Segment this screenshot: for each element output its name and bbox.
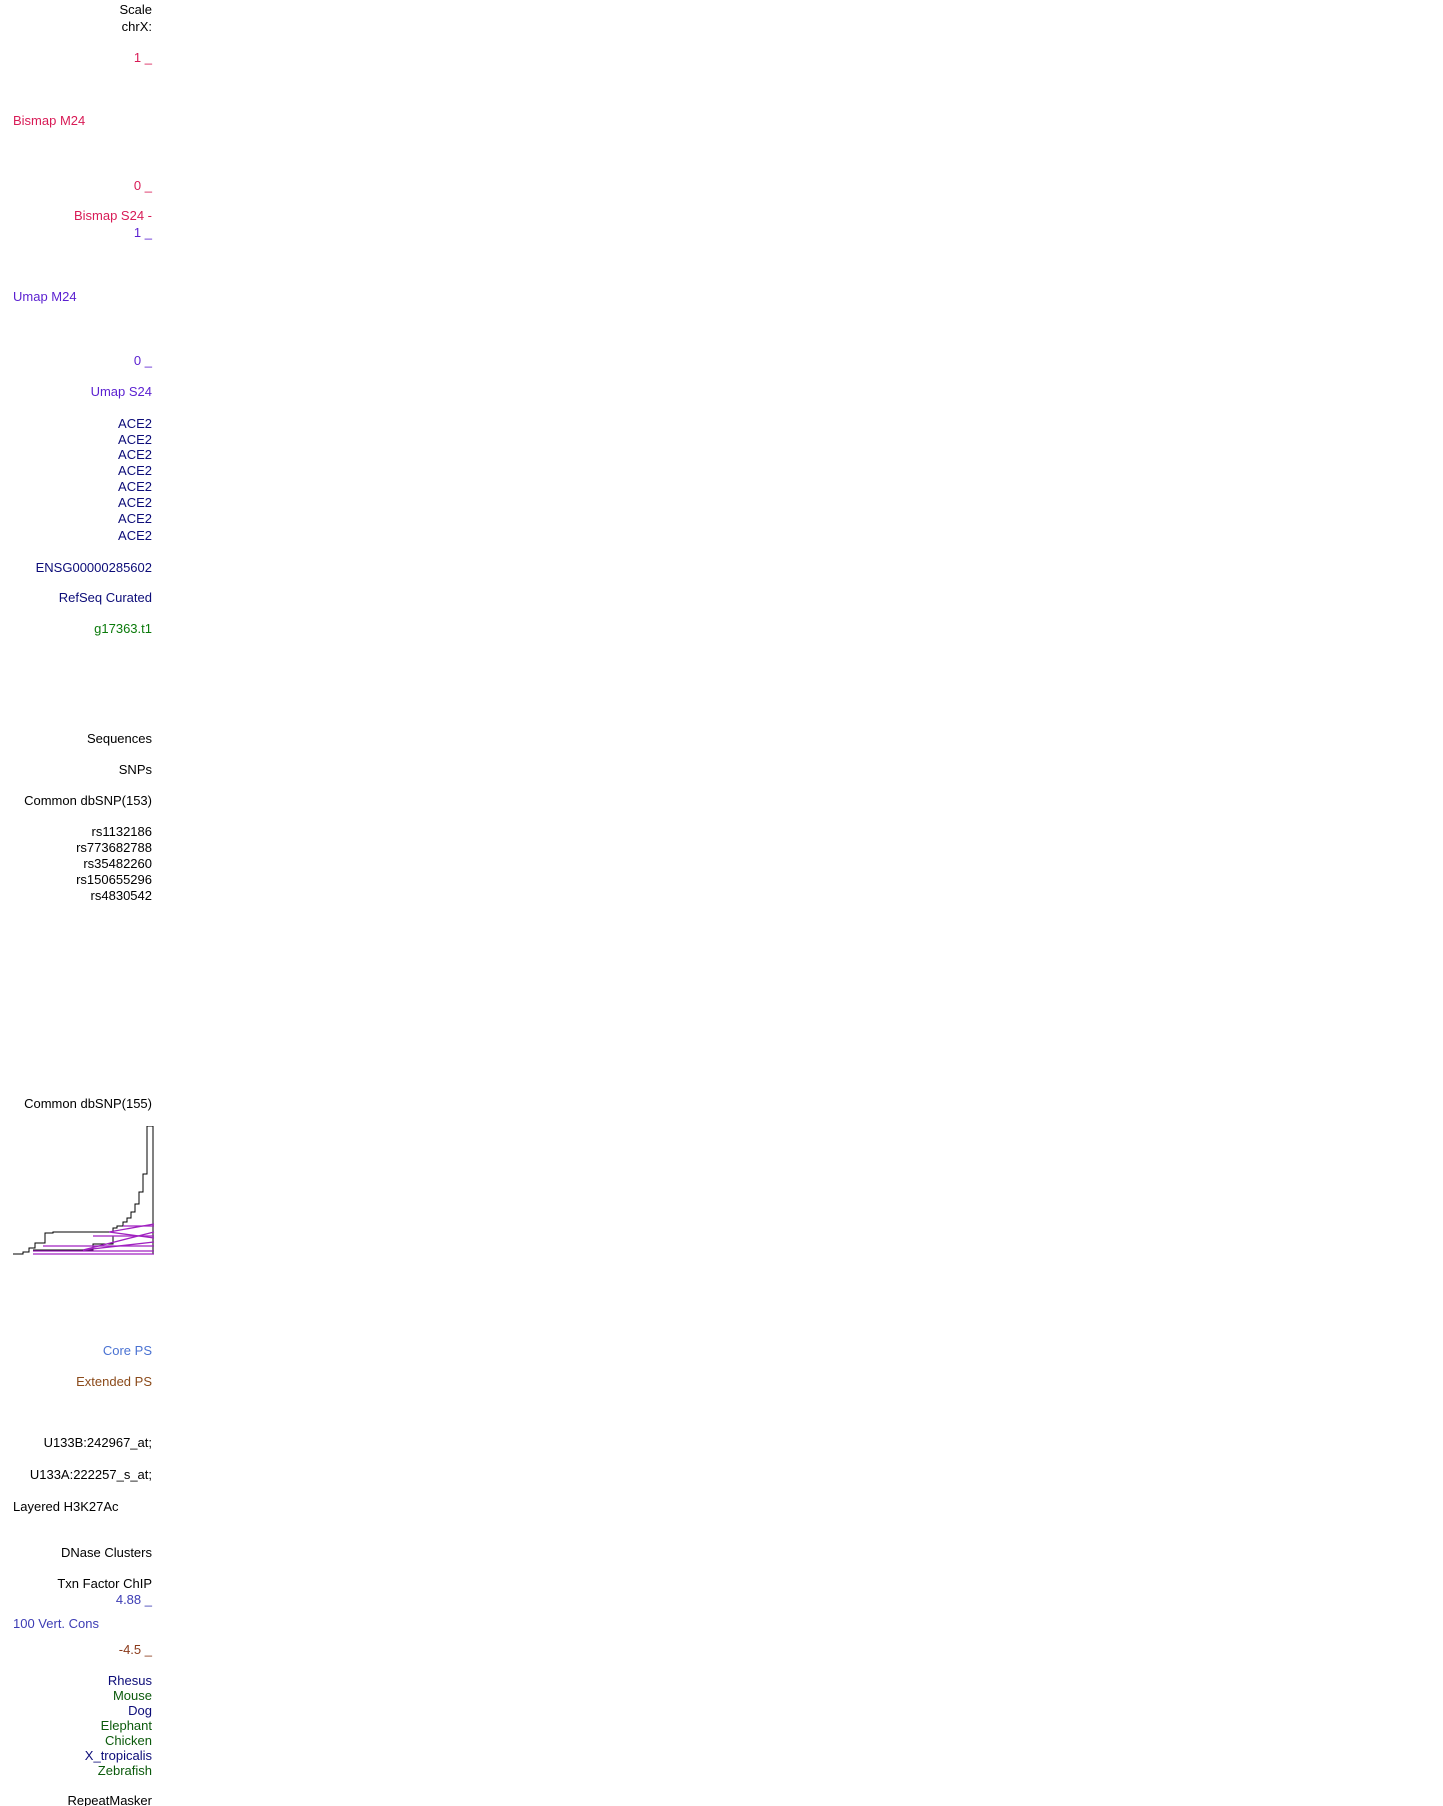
track-label[interactable]: Layered H3K27Ac (13, 1499, 119, 1514)
track-label[interactable]: Dog (128, 1703, 152, 1718)
track-label[interactable]: Umap S24 (90, 384, 152, 399)
track-label[interactable]: 100 Vert. Cons (13, 1616, 99, 1631)
track-label[interactable]: Elephant (100, 1718, 152, 1733)
track-label[interactable]: Sequences (86, 731, 152, 746)
track-label[interactable]: ACE2 (118, 479, 152, 494)
track-label[interactable]: ACE2 (118, 432, 152, 447)
track-label[interactable]: Extended PS (76, 1374, 152, 1389)
track-label[interactable]: U133A:222257_s_at; (29, 1467, 152, 1482)
track-label[interactable]: rs4830542 (90, 888, 152, 903)
track-label[interactable]: ACE2 (118, 463, 152, 478)
track-label[interactable]: rs150655296 (76, 872, 152, 887)
track-label[interactable]: RefSeq Curated (58, 590, 152, 605)
track-label[interactable]: ACE2 (118, 416, 152, 431)
track-label[interactable]: Rhesus (107, 1673, 152, 1688)
track-label[interactable]: ACE2 (118, 447, 152, 462)
track-label[interactable]: 0 _ (133, 178, 152, 193)
track-label[interactable]: DNase Clusters (60, 1545, 152, 1560)
track-label[interactable]: rs35482260 (83, 856, 152, 871)
track-label[interactable]: 1 _ (133, 50, 152, 65)
track-label[interactable]: rs773682788 (76, 840, 152, 855)
track-label[interactable]: ACE2 (118, 528, 152, 543)
track-label[interactable]: Chicken (105, 1733, 152, 1748)
track-label[interactable]: Bismap S24 - (73, 208, 152, 223)
track-label[interactable]: Txn Factor ChIP (57, 1576, 152, 1591)
track-label[interactable]: -4.5 _ (118, 1642, 152, 1657)
track-label[interactable]: SNPs (118, 762, 152, 777)
track-label[interactable]: Core PS (102, 1343, 152, 1358)
track-label[interactable]: chrX: (121, 19, 152, 34)
track-label[interactable]: 1 _ (133, 225, 152, 240)
track-label[interactable]: Scale (119, 2, 152, 17)
track-label[interactable]: rs1132186 (91, 824, 152, 839)
snp-graphic (13, 1126, 155, 1255)
track-label[interactable]: Common dbSNP(155) (24, 1096, 152, 1111)
track-label[interactable]: X_tropicalis (84, 1748, 152, 1763)
track-label[interactable]: U133B:242967_at; (43, 1435, 152, 1450)
track-label[interactable]: ENSG00000285602 (35, 560, 152, 575)
track-label[interactable]: ACE2 (118, 495, 152, 510)
track-label[interactable]: RepeatMasker (67, 1793, 152, 1806)
track-label[interactable]: Bismap M24 (13, 113, 86, 128)
track-label[interactable]: ACE2 (118, 511, 152, 526)
track-label[interactable]: Umap M24 (13, 289, 77, 304)
track-label[interactable]: Common dbSNP(153) (24, 793, 152, 808)
track-label[interactable]: 0 _ (133, 353, 152, 368)
track-label[interactable]: Zebrafish (97, 1763, 152, 1778)
track-label[interactable]: 4.88 _ (115, 1592, 152, 1607)
track-label[interactable]: g17363.t1 (94, 621, 152, 636)
track-label[interactable]: Mouse (112, 1688, 152, 1703)
